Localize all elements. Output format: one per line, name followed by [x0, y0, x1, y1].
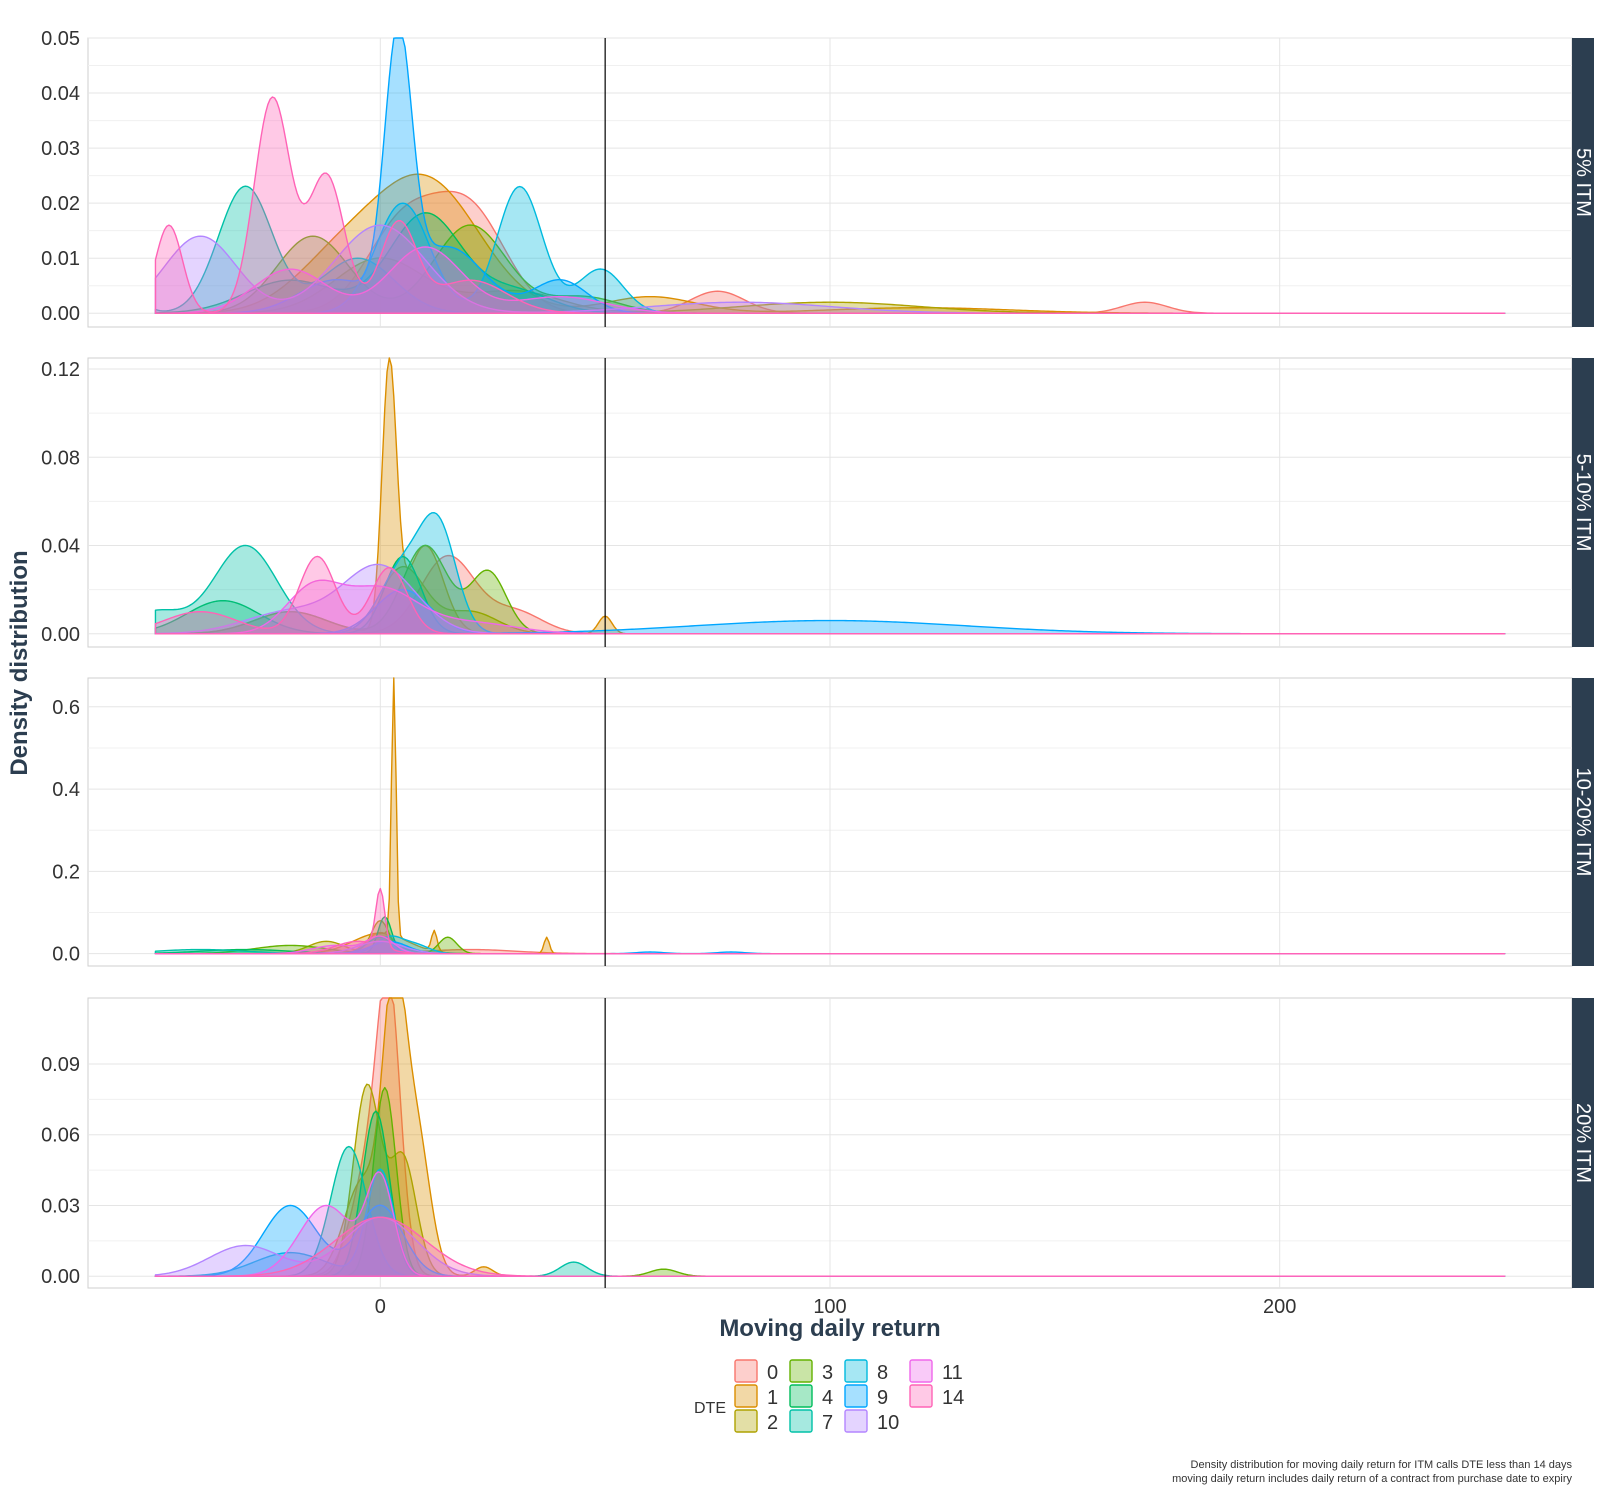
facet-strip-label: 5-10% ITM [1572, 454, 1594, 552]
y-tick-label: 0.01 [41, 248, 80, 270]
legend-title: DTE [694, 1400, 726, 1417]
legend-key-dte-0 [734, 1359, 758, 1383]
y-tick-label: 0.02 [41, 193, 80, 215]
y-tick-label: 0.0 [52, 944, 80, 966]
legend-key-dte-4 [789, 1384, 813, 1408]
facet-panel: 0.00 0.01 0.02 0.03 0.04 0.05 5% ITM [41, 28, 1594, 328]
x-tick-label: 200 [1263, 1296, 1296, 1318]
y-tick-label: 0.05 [41, 28, 80, 50]
density-area-dte-14 [154, 96, 1506, 314]
y-tick-label: 0.4 [52, 779, 80, 801]
legend-label: 8 [877, 1362, 888, 1384]
y-tick-label: 0.00 [41, 1266, 80, 1288]
legend-label: 3 [822, 1362, 833, 1384]
legend-label: 10 [877, 1412, 899, 1434]
y-tick-label: 0.08 [41, 447, 80, 469]
facet-panel: 0.00 0.03 0.06 0.09 20% ITM 0 100 200 [41, 997, 1594, 1318]
x-axis-title: Moving daily return [719, 1315, 940, 1342]
facet-strip [1572, 678, 1594, 966]
y-axis-title: Density distribution [6, 550, 33, 775]
legend-key-dte-7 [789, 1409, 813, 1433]
legend-key-dte-10 [844, 1409, 868, 1433]
legend-key-dte-3 [789, 1359, 813, 1383]
y-tick-label: 0.00 [41, 624, 80, 646]
y-tick-label: 0.09 [41, 1054, 80, 1076]
legend-key-dte-14 [909, 1384, 933, 1408]
y-tick-label: 0.12 [41, 359, 80, 381]
y-tick-label: 0.2 [52, 861, 80, 883]
y-tick-label: 0.06 [41, 1125, 80, 1147]
y-tick-label: 0.04 [41, 536, 80, 558]
density-area-dte-14 [154, 555, 1506, 635]
y-tick-label: 0.03 [41, 138, 80, 160]
facet-strip [1572, 998, 1594, 1288]
legend-label: 7 [822, 1412, 833, 1434]
y-tick-label: 0.6 [52, 697, 80, 719]
facet-panel: 0.00 0.04 0.08 0.12 5-10% ITM [41, 357, 1594, 648]
x-tick-label: 100 [813, 1296, 846, 1318]
facet-strip-label: 20% ITM [1572, 1103, 1594, 1183]
facet-strip [1572, 358, 1594, 647]
y-tick-label: 0.04 [41, 83, 80, 105]
caption-line-2: moving daily return includes daily retur… [1172, 1473, 1572, 1485]
facet-strip [1572, 38, 1594, 327]
caption-line-1: Density distribution for moving daily re… [1191, 1459, 1573, 1471]
legend-label: 0 [767, 1362, 778, 1384]
legend-label: 9 [877, 1387, 888, 1409]
legend: DTE 0 1 2 3 4 7 8 9 10 11 14 [694, 1359, 964, 1434]
legend-key-dte-8 [844, 1359, 868, 1383]
legend-label: 11 [942, 1362, 963, 1384]
legend-label: 14 [942, 1387, 964, 1409]
facet-panels: 0.000.010.020.030.040.055% ITM0.000.040.… [41, 28, 1594, 1318]
facet-panel: 0.0 0.2 0.4 0.6 10-20% ITM [52, 677, 1594, 967]
facet-strip-label: 5% ITM [1572, 148, 1594, 217]
legend-key-dte-2 [734, 1409, 758, 1433]
legend-key-dte-1 [734, 1384, 758, 1408]
legend-key-dte-9 [844, 1384, 868, 1408]
facet-strip-label: 10-20% ITM [1572, 768, 1594, 877]
density-area-dte-14 [154, 1216, 1506, 1277]
legend-label: 2 [767, 1412, 778, 1434]
legend-label: 1 [767, 1387, 778, 1409]
legend-key-dte-11 [909, 1359, 933, 1383]
density-area-dte-14 [154, 887, 1506, 955]
legend-label: 4 [822, 1387, 833, 1409]
x-tick-label: 0 [375, 1296, 386, 1318]
y-tick-label: 0.00 [41, 303, 80, 325]
y-tick-label: 0.03 [41, 1195, 80, 1217]
